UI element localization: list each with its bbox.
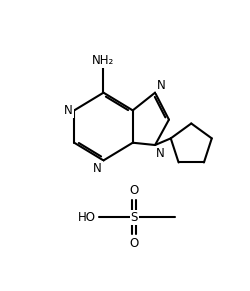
Text: HO: HO xyxy=(78,211,96,224)
Text: S: S xyxy=(130,211,138,224)
Text: N: N xyxy=(156,79,165,92)
Text: N: N xyxy=(156,147,164,159)
Text: NH₂: NH₂ xyxy=(92,54,114,67)
Text: N: N xyxy=(93,162,102,175)
Text: O: O xyxy=(130,237,139,251)
Text: O: O xyxy=(130,184,139,197)
Text: N: N xyxy=(64,104,73,117)
